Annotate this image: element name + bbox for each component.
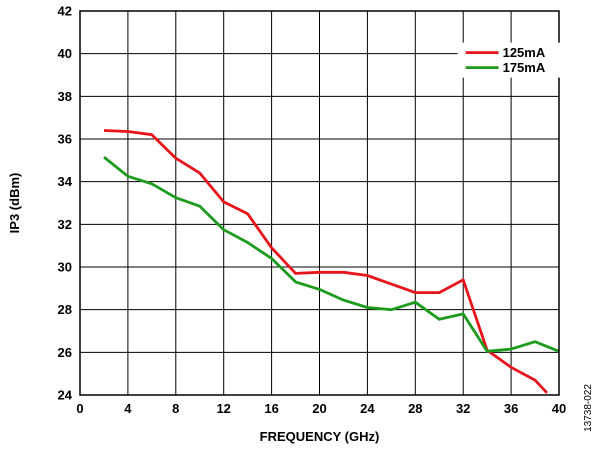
series-group <box>103 129 560 394</box>
y-tick-label: 40 <box>58 46 72 61</box>
series-line-175mA <box>103 156 560 353</box>
legend-background <box>457 42 581 78</box>
x-tick-label: 32 <box>456 401 470 416</box>
y-tick-label: 30 <box>58 260 72 275</box>
x-tick-label: 20 <box>312 401 326 416</box>
x-tick-label: 36 <box>504 401 518 416</box>
y-tick-label: 38 <box>58 89 72 104</box>
y-axis-label: IP3 (dBm) <box>7 173 22 234</box>
legend-label-175mA: 175mA <box>503 60 546 75</box>
x-tick-label: 12 <box>216 401 230 416</box>
x-axis-label: FREQUENCY (GHz) <box>260 429 380 444</box>
x-tick-labels: 0 4 8 12 16 20 24 28 32 36 40 <box>76 401 566 416</box>
figure-code: 13738-022 <box>583 384 594 432</box>
y-tick-label: 26 <box>58 345 72 360</box>
series-line-125mA <box>103 129 549 394</box>
y-tick-label: 24 <box>58 388 73 403</box>
legend-label-125mA: 125mA <box>503 45 546 60</box>
y-tick-label: 36 <box>58 132 72 147</box>
x-tick-label: 0 <box>76 401 83 416</box>
y-tick-label: 42 <box>58 4 72 19</box>
plot-frame <box>79 10 560 396</box>
x-tick-label: 28 <box>408 401 422 416</box>
y-tick-label: 28 <box>58 302 72 317</box>
x-tick-label: 8 <box>172 401 179 416</box>
y-tick-label: 34 <box>58 174 73 189</box>
x-tick-label: 40 <box>552 401 566 416</box>
y-tick-labels: 24 26 28 30 32 34 36 38 40 42 <box>58 4 73 403</box>
grid-lines <box>80 11 559 395</box>
x-tick-label: 4 <box>124 401 132 416</box>
x-tick-label: 24 <box>360 401 375 416</box>
y-tick-label: 32 <box>58 217 72 232</box>
x-tick-label: 16 <box>264 401 278 416</box>
